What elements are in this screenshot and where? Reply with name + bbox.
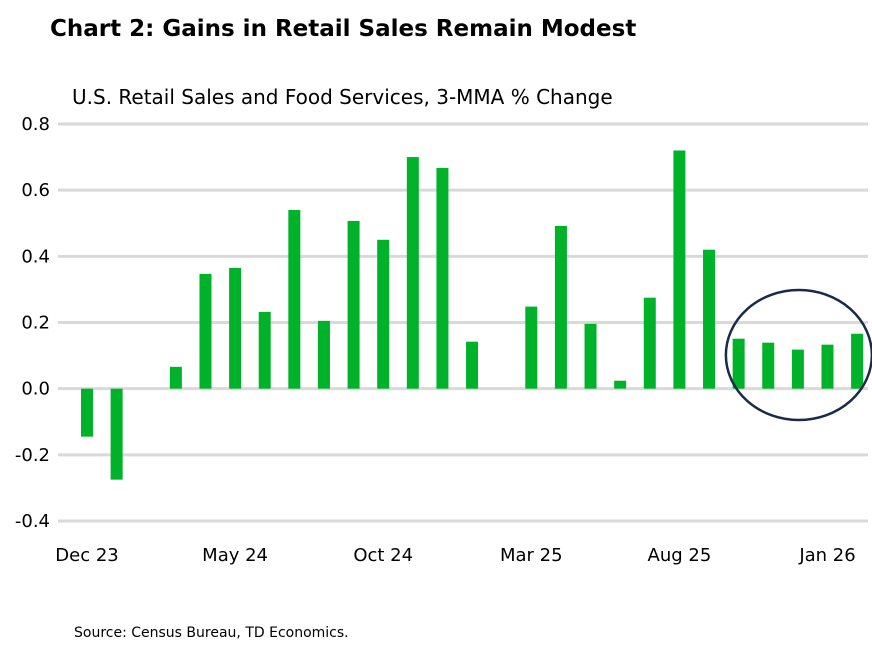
x-tick-label: Mar 25: [500, 545, 563, 566]
bar-jan-24: [110, 388, 123, 480]
bar-oct-25: [732, 338, 745, 389]
bar-sep-25: [703, 249, 716, 389]
bar-apr-24: [199, 273, 212, 389]
bar-aug-24: [317, 320, 330, 389]
bar-jul-24: [288, 210, 301, 389]
bar-nov-25: [762, 342, 775, 389]
bar-dec-23: [81, 388, 93, 437]
bar-jun-25: [614, 380, 627, 389]
bar-mar-24: [169, 366, 182, 389]
x-tick-label: Jan 26: [798, 545, 855, 566]
x-tick-label: Oct 24: [353, 545, 413, 566]
bar-feb-26: [851, 333, 864, 389]
y-tick-label: 0.8: [21, 114, 50, 135]
bar-dec-25: [791, 349, 804, 389]
x-tick-label: May 24: [202, 545, 268, 566]
bar-dec-24: [436, 168, 449, 389]
bar-may-24: [229, 267, 242, 389]
bar-aug-25: [673, 150, 686, 389]
bar-may-25: [584, 323, 597, 389]
bar-jan-25: [466, 341, 479, 389]
y-tick-label: 0.6: [21, 180, 50, 201]
bar-oct-24: [377, 239, 390, 389]
chart-subtitle: U.S. Retail Sales and Food Services, 3-M…: [72, 85, 613, 109]
y-tick-label: -0.2: [15, 445, 50, 466]
y-tick-label: 0.0: [21, 379, 50, 400]
bar-jul-25: [643, 297, 656, 389]
x-tick-label: Aug 25: [648, 545, 712, 566]
y-tick-label: 0.4: [21, 246, 50, 267]
chart-title: Chart 2: Gains in Retail Sales Remain Mo…: [50, 16, 636, 42]
y-tick-label: 0.2: [21, 313, 50, 334]
y-tick-label: -0.4: [15, 511, 50, 532]
bar-mar-25: [525, 306, 538, 389]
x-tick-label: Dec 23: [55, 545, 118, 566]
bar-jan-26: [821, 344, 834, 389]
source-note: Source: Census Bureau, TD Economics.: [74, 625, 349, 641]
bar-nov-24: [406, 157, 419, 389]
bar-jun-24: [258, 311, 271, 389]
bar-sep-24: [347, 220, 360, 389]
bar-apr-25: [554, 225, 567, 389]
